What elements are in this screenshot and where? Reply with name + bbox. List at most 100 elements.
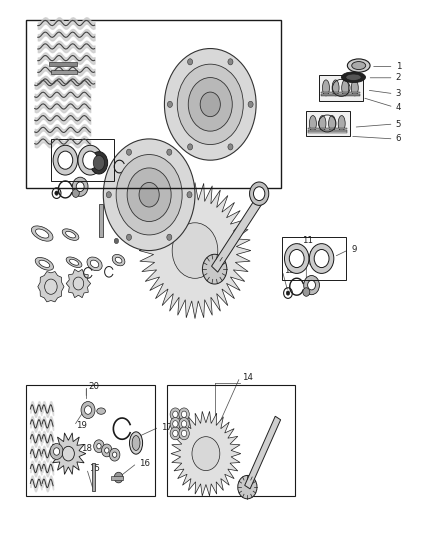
- Polygon shape: [139, 182, 251, 319]
- Bar: [321, 94, 360, 95]
- Circle shape: [228, 144, 233, 150]
- Bar: [319, 75, 363, 101]
- Text: 10: 10: [314, 261, 325, 270]
- Bar: [51, 70, 77, 74]
- Circle shape: [45, 279, 57, 294]
- Circle shape: [110, 448, 120, 461]
- Bar: [306, 111, 350, 136]
- Circle shape: [127, 234, 131, 240]
- Text: 19: 19: [76, 422, 87, 431]
- Bar: [99, 204, 103, 237]
- Ellipse shape: [66, 257, 82, 268]
- Bar: [307, 130, 347, 131]
- Circle shape: [238, 475, 257, 499]
- Circle shape: [187, 59, 193, 65]
- Text: 3: 3: [396, 89, 401, 98]
- Circle shape: [170, 417, 180, 430]
- Ellipse shape: [66, 231, 75, 238]
- Text: 1: 1: [396, 62, 401, 71]
- Ellipse shape: [352, 62, 366, 69]
- Circle shape: [170, 408, 180, 421]
- Circle shape: [127, 168, 171, 222]
- Circle shape: [164, 49, 256, 160]
- Ellipse shape: [87, 257, 102, 271]
- Bar: [321, 92, 360, 93]
- Circle shape: [127, 149, 131, 155]
- Text: 8: 8: [191, 251, 197, 260]
- Ellipse shape: [112, 254, 125, 266]
- Bar: [307, 132, 347, 133]
- Circle shape: [81, 401, 95, 418]
- Ellipse shape: [332, 80, 339, 96]
- Ellipse shape: [35, 257, 53, 270]
- Circle shape: [85, 406, 92, 414]
- Ellipse shape: [32, 226, 53, 241]
- Circle shape: [289, 249, 304, 268]
- Ellipse shape: [347, 59, 370, 72]
- Ellipse shape: [97, 408, 106, 414]
- Circle shape: [113, 452, 117, 457]
- Ellipse shape: [338, 116, 345, 132]
- Ellipse shape: [93, 156, 105, 170]
- Circle shape: [286, 291, 290, 295]
- Bar: [51, 139, 114, 181]
- Text: 17: 17: [161, 423, 173, 432]
- Bar: [25, 20, 281, 188]
- Circle shape: [188, 78, 232, 131]
- Circle shape: [53, 448, 60, 455]
- Circle shape: [55, 191, 58, 195]
- Text: 12: 12: [308, 252, 319, 260]
- Bar: [321, 95, 360, 96]
- Circle shape: [248, 101, 253, 108]
- Text: 20: 20: [88, 382, 99, 391]
- Ellipse shape: [130, 432, 143, 454]
- Ellipse shape: [39, 260, 50, 268]
- Circle shape: [309, 244, 334, 273]
- Circle shape: [103, 139, 195, 251]
- Circle shape: [167, 149, 172, 155]
- Circle shape: [202, 254, 227, 284]
- Ellipse shape: [319, 116, 326, 132]
- Polygon shape: [38, 271, 64, 302]
- Circle shape: [102, 444, 112, 457]
- Circle shape: [72, 177, 88, 196]
- Circle shape: [114, 472, 123, 483]
- Circle shape: [50, 443, 63, 459]
- Text: 9: 9: [351, 245, 357, 254]
- Circle shape: [72, 189, 79, 197]
- Polygon shape: [245, 416, 281, 489]
- Bar: [111, 477, 123, 480]
- Circle shape: [177, 64, 243, 144]
- Circle shape: [228, 59, 233, 65]
- Circle shape: [187, 192, 192, 198]
- Ellipse shape: [70, 259, 78, 265]
- Ellipse shape: [309, 116, 316, 132]
- Circle shape: [179, 427, 189, 440]
- Circle shape: [173, 421, 178, 427]
- Text: 18: 18: [81, 444, 92, 453]
- Text: 11: 11: [302, 237, 313, 246]
- Text: 22: 22: [195, 233, 206, 242]
- Ellipse shape: [342, 72, 365, 83]
- Circle shape: [116, 155, 182, 235]
- Circle shape: [303, 288, 310, 296]
- Circle shape: [173, 411, 178, 417]
- Circle shape: [97, 443, 101, 449]
- Circle shape: [181, 421, 187, 427]
- Text: 16: 16: [139, 459, 150, 467]
- Circle shape: [170, 427, 180, 440]
- Circle shape: [304, 276, 319, 295]
- Circle shape: [53, 146, 78, 175]
- Ellipse shape: [328, 116, 336, 132]
- Circle shape: [254, 187, 265, 200]
- Circle shape: [250, 182, 269, 205]
- Text: 13: 13: [285, 266, 296, 275]
- Polygon shape: [171, 411, 241, 496]
- Ellipse shape: [90, 152, 108, 174]
- Circle shape: [200, 92, 220, 117]
- Ellipse shape: [90, 260, 99, 268]
- Polygon shape: [66, 269, 91, 297]
- Text: 23: 23: [129, 164, 140, 173]
- Ellipse shape: [322, 80, 329, 96]
- Circle shape: [172, 223, 218, 278]
